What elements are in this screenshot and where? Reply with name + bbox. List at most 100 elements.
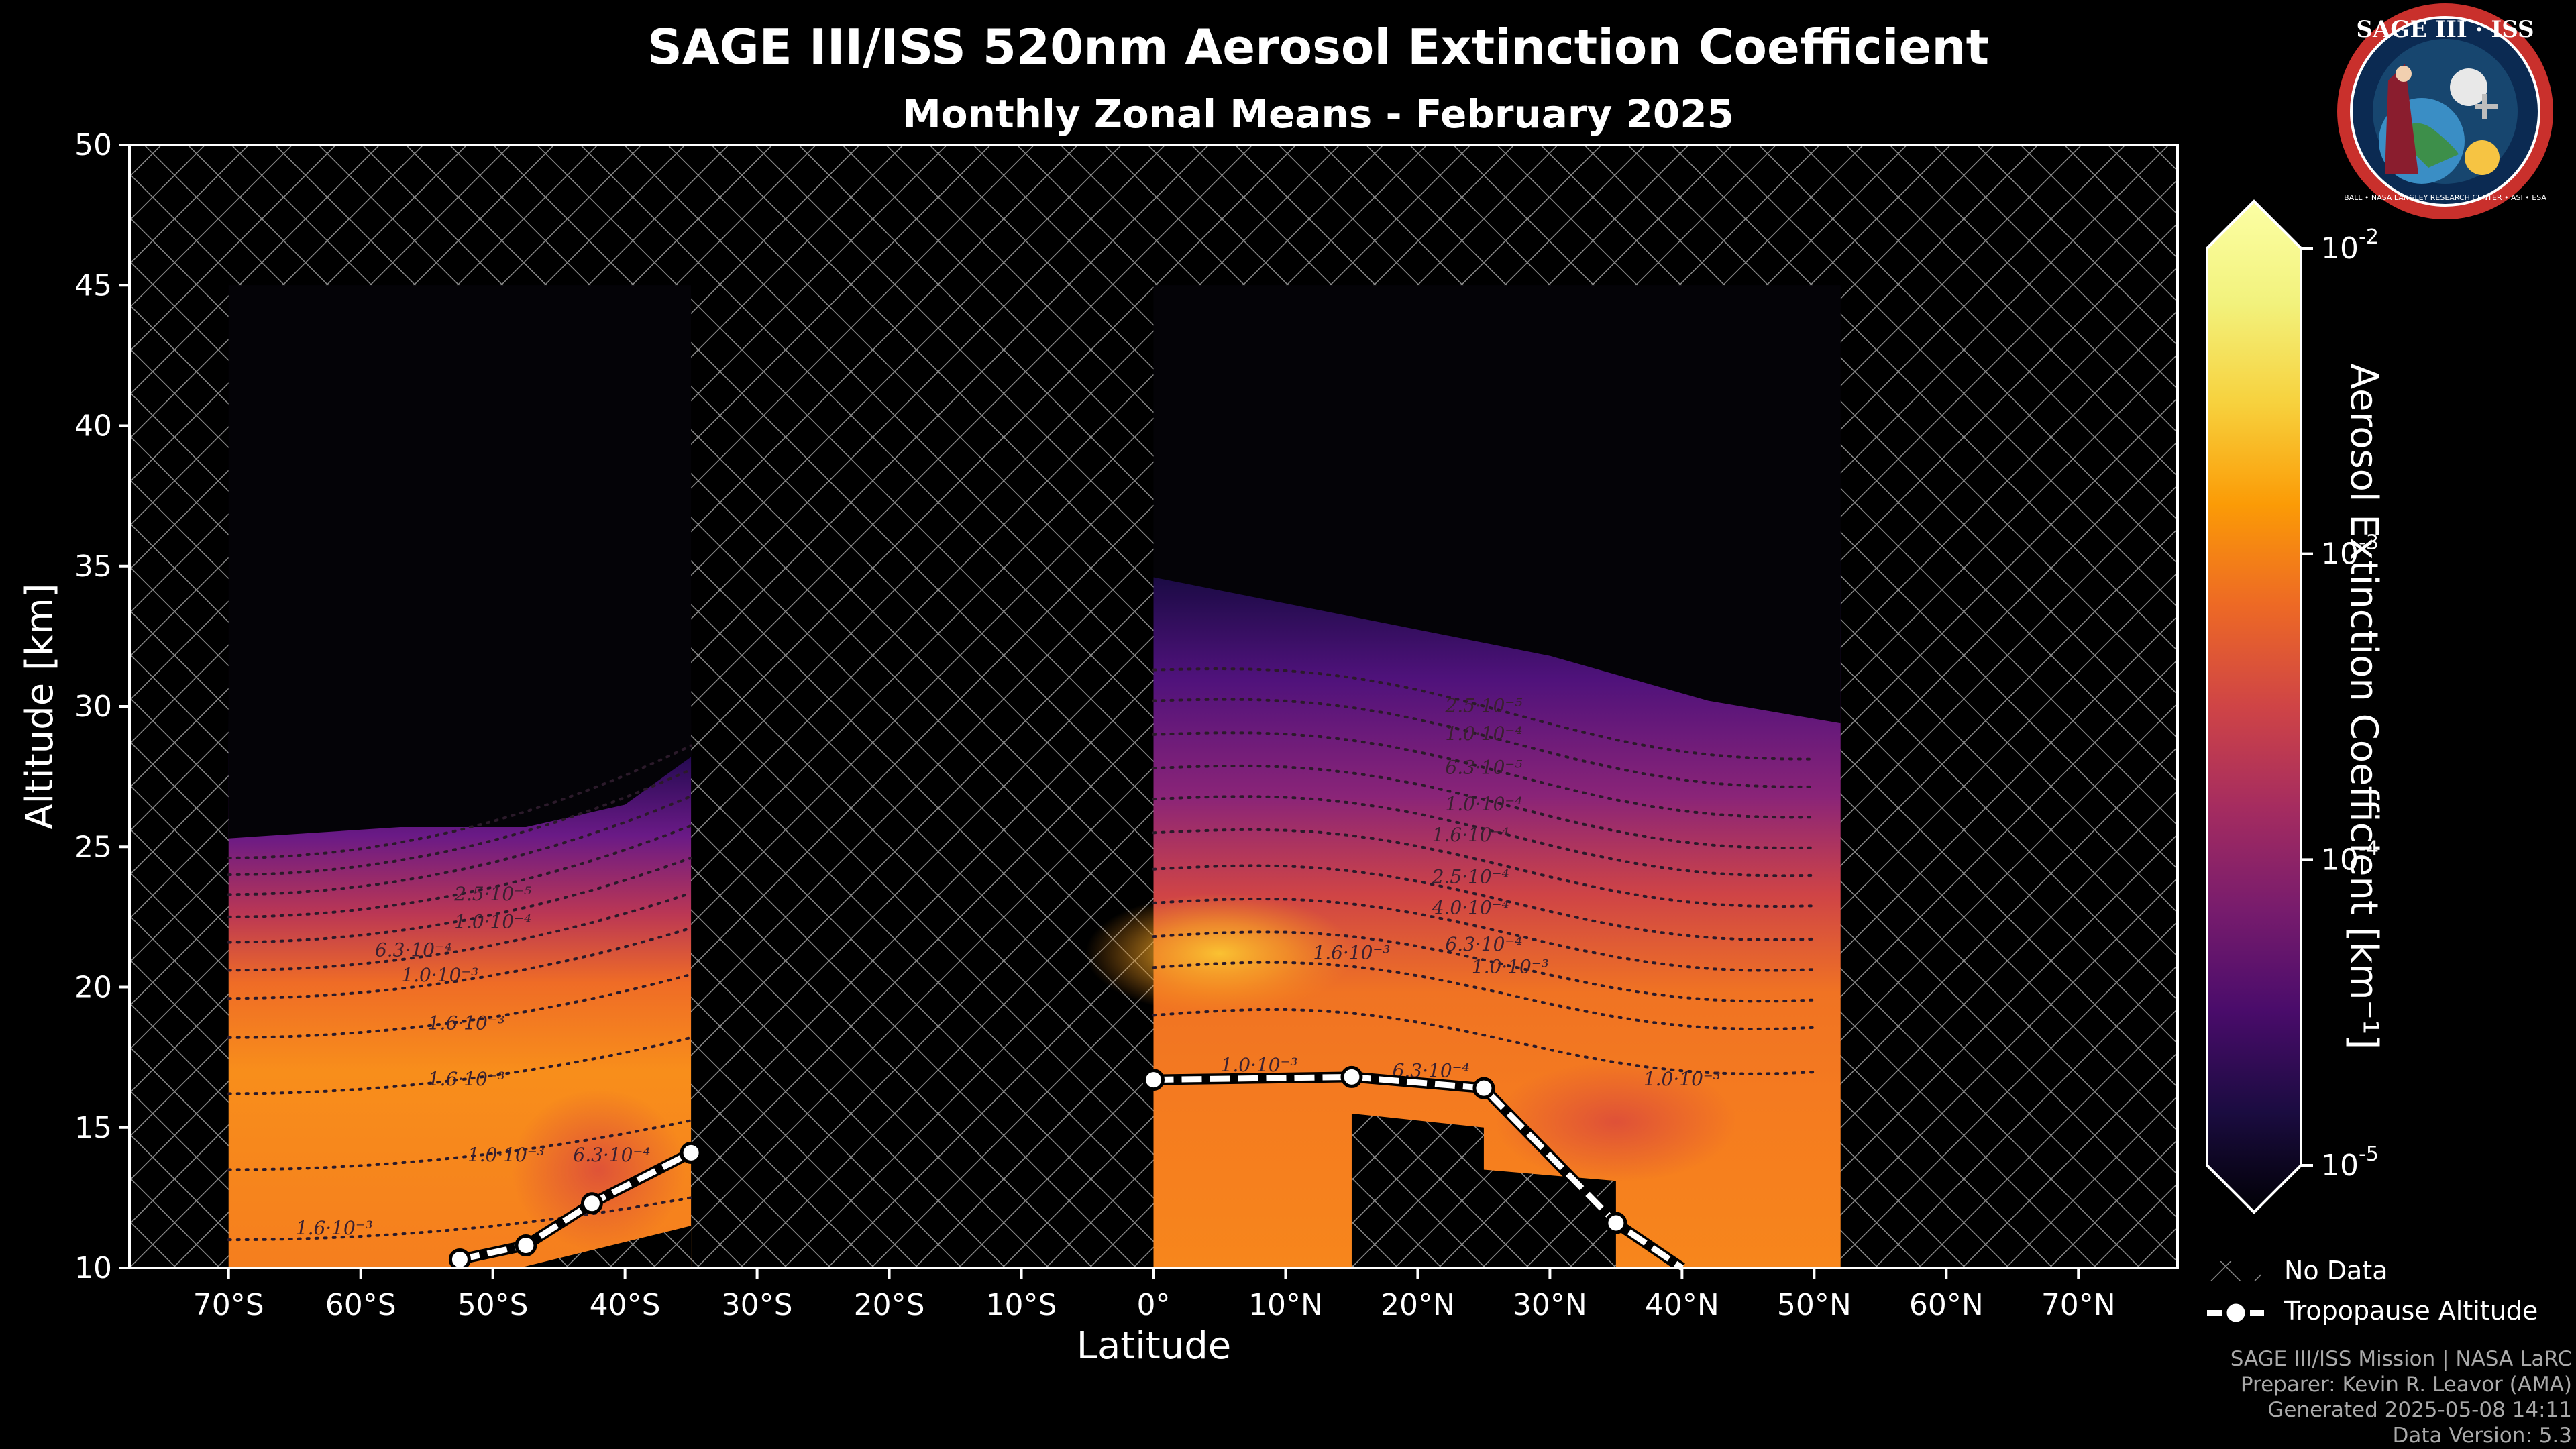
x-tick-label: 40°S <box>590 1288 661 1322</box>
contour-label: 1.6·10⁻³ <box>296 1217 373 1239</box>
contour-label: 1.0·10⁻³ <box>468 1144 545 1166</box>
chart-title: SAGE III/ISS 520nm Aerosol Extinction Co… <box>647 19 1989 75</box>
tropopause-point <box>1605 1212 1627 1234</box>
contour-label: 6.3·10⁻⁴ <box>573 1144 650 1166</box>
contour-line <box>1152 930 1816 1003</box>
plot-area: 1.6·10⁻³ 1.0·10⁻³ 1.6·10⁻³ 1.6·10⁻³ 1.0·10⁻³… <box>128 144 2179 1273</box>
contour-line <box>1152 828 1816 908</box>
contour-label: 2.5·10⁻⁴ <box>1432 866 1509 888</box>
x-tick-label: 70°S <box>193 1288 264 1322</box>
contour-label: 1.6·10⁻³ <box>428 1012 505 1034</box>
contour-label: 6.3·10⁻⁴ <box>1445 933 1522 955</box>
logo-bottom-text: BALL • NASA LANGLEY RESEARCH CENTER • AS… <box>2344 193 2546 202</box>
contour-label: 6.3·10⁻⁵ <box>1445 756 1522 778</box>
tropopause-point <box>680 1141 702 1164</box>
colorbar: 10-510-410-310-2 Aerosol Extinction Coef… <box>2206 199 2385 1214</box>
tropopause-line <box>459 1150 693 1263</box>
x-tick-label: 50°N <box>1777 1288 1851 1322</box>
sun-icon <box>2465 140 2500 175</box>
south-upper-cap <box>228 285 692 839</box>
x-tick-label: 40°N <box>1645 1288 1719 1322</box>
y-tick-label: 35 <box>74 549 112 584</box>
contour-line <box>1152 961 1816 1031</box>
footer-data-version: Data Version: 5.3 <box>2392 1424 2572 1448</box>
x-tick-label: 10°S <box>986 1288 1057 1322</box>
north-upper-cap <box>1153 285 1841 724</box>
contour-line <box>227 856 693 944</box>
y-tick-label: 15 <box>74 1111 112 1145</box>
chart-subtitle: Monthly Zonal Means - February 2025 <box>902 91 1734 137</box>
y-tick-label: 20 <box>74 971 112 1005</box>
x-tick-label: 60°S <box>325 1288 396 1322</box>
contour-label: 1.0·10⁻³ <box>401 964 478 986</box>
x-tick-label: 10°N <box>1248 1288 1323 1322</box>
aerosol-minimum-south <box>511 1089 686 1250</box>
y-tick-label: 50 <box>74 128 112 162</box>
x-tick-label: 20°S <box>854 1288 925 1322</box>
contour-label: 2.5·10⁻⁵ <box>1444 694 1522 716</box>
x-tick-label: 30°S <box>722 1288 793 1322</box>
contour-label: 1.0·10⁻⁴ <box>454 911 531 933</box>
contour-label: 1.0·10⁻⁴ <box>1445 793 1522 815</box>
y-tick-label: 45 <box>74 268 112 303</box>
footer-generated: Generated 2025-05-08 14:11 <box>2267 1398 2572 1422</box>
contour-line <box>227 824 693 918</box>
y-tick-label: 30 <box>74 690 112 724</box>
footer-preparer: Preparer: Kevin R. Leavor (AMA) <box>2240 1373 2572 1397</box>
legend-tropopause-label: Tropopause Altitude <box>2284 1296 2538 1326</box>
legend <box>2207 1261 2264 1322</box>
x-axis: 70°S 60°S 50°S 40°S 30°S 20°S 10°S 0° 10°N 20°N 30… <box>193 1268 2116 1322</box>
y-axis: 10 15 20 25 30 35 40 45 50 <box>74 128 129 1285</box>
contour-label: 6.3·10⁻⁴ <box>375 938 452 961</box>
y-tick-label: 40 <box>74 409 112 443</box>
contour-label: 1.6·10⁻⁴ <box>1432 824 1509 846</box>
x-tick-label: 20°N <box>1381 1288 1455 1322</box>
contour-label: 1.0·10⁻³ <box>1472 956 1549 978</box>
x-axis-label: Latitude <box>1077 1324 1231 1368</box>
legend-no-data-swatch <box>2209 1261 2261 1281</box>
contour-label: 4.0·10⁻⁴ <box>1432 897 1509 919</box>
moon-icon <box>2450 68 2487 106</box>
x-tick-label: 50°S <box>458 1288 529 1322</box>
contour-label: 2.5·10⁻⁵ <box>453 883 531 905</box>
colorbar-label: Aerosol Extinction Coefficient [km⁻¹] <box>2342 364 2385 1050</box>
contour-line <box>1152 667 1816 761</box>
contour-line <box>1152 795 1816 877</box>
contour-line <box>1152 764 1816 850</box>
legend-no-data-label: No Data <box>2284 1256 2388 1285</box>
tropopause-point <box>448 1248 471 1271</box>
tropopause-point <box>1142 1069 1165 1091</box>
sage-iii-iss-logo: SAGE III · ISS BALL • NASA LANGLEY RESEA… <box>2337 3 2553 219</box>
tropopause-point <box>580 1192 603 1215</box>
aerosol-maximum <box>1085 893 1354 1014</box>
contour-line <box>1152 698 1816 788</box>
tropopause-point <box>1472 1077 1495 1099</box>
tropopause-point <box>515 1234 537 1257</box>
contour-line <box>1152 864 1816 941</box>
logo-top-text: SAGE III · ISS <box>2356 16 2534 43</box>
colorbar-body <box>2206 199 2302 1214</box>
contour-line <box>227 768 693 877</box>
contour-label: 1.0·10⁻⁴ <box>1445 722 1522 745</box>
footer-mission: SAGE III/ISS Mission | NASA LaRC <box>2230 1347 2572 1371</box>
x-tick-label: 0° <box>1137 1288 1171 1322</box>
colorbar-tick-label: 10-2 <box>2321 225 2379 266</box>
y-axis-label: Altitude [km] <box>18 583 62 829</box>
x-tick-label: 30°N <box>1513 1288 1587 1322</box>
contour-line <box>1152 731 1816 819</box>
contour-line <box>1152 897 1816 972</box>
y-tick-label: 25 <box>74 830 112 864</box>
contour-label: 1.6·10⁻³ <box>1313 942 1390 964</box>
tropopause-point <box>1340 1065 1363 1088</box>
x-tick-label: 60°N <box>1909 1288 1984 1322</box>
colorbar-tick-label: 10-3 <box>2321 531 2379 572</box>
contour-label: 1.6·10⁻³ <box>428 1068 505 1090</box>
contour-label: 1.0·10⁻³ <box>1221 1054 1298 1076</box>
x-tick-label: 70°N <box>2041 1288 2116 1322</box>
contour-line <box>227 794 693 896</box>
tropopause-line <box>1153 1073 1684 1271</box>
contour-line <box>227 744 693 859</box>
y-tick-label: 10 <box>74 1251 112 1285</box>
contour-line <box>1152 1008 1816 1075</box>
